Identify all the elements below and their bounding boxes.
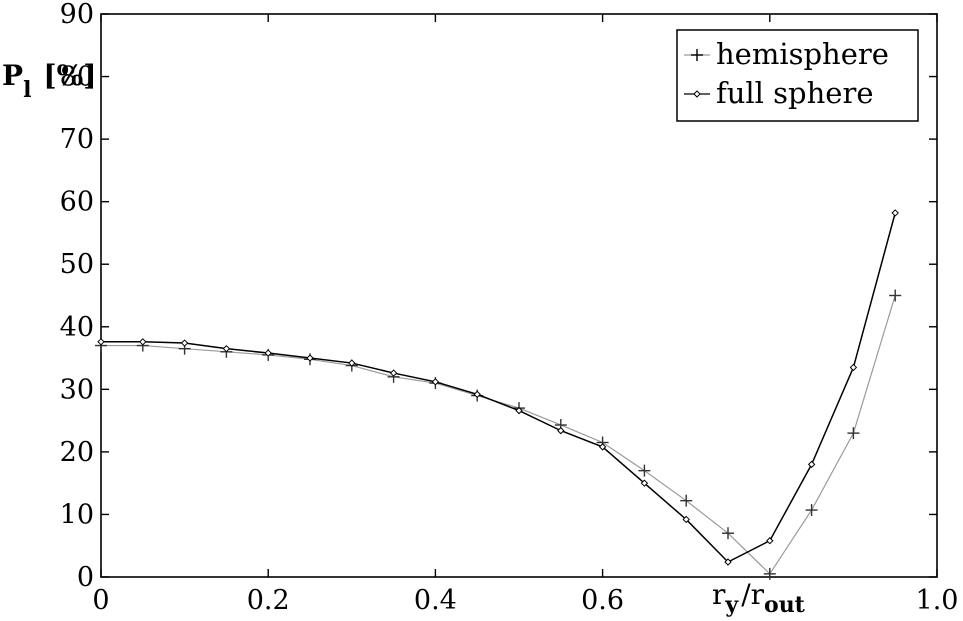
x-axis-label-slash: / <box>741 578 751 611</box>
x-axis-label: ry/rout <box>712 578 806 618</box>
series-full-sphere <box>97 209 899 566</box>
plus-marker <box>847 427 860 440</box>
diamond-marker <box>306 354 314 362</box>
diamond-marker <box>693 90 701 98</box>
diamond-marker <box>222 344 231 353</box>
x-axis-label-sub2: out <box>764 592 806 618</box>
y-tick-label: 50 <box>60 249 94 280</box>
y-tick-label: 0 <box>77 562 94 593</box>
legend-box <box>676 29 919 122</box>
diamond-marker <box>431 378 440 386</box>
x-axis-label-main2: r <box>751 578 765 611</box>
diamond-marker <box>640 479 649 487</box>
diamond-marker <box>891 209 899 217</box>
diamond-marker <box>807 460 816 469</box>
plus-marker <box>763 567 776 580</box>
diamond-marker <box>139 338 147 346</box>
plot-area-border <box>100 13 938 578</box>
y-axis-ticks: 0 10 20 30 40 50 60 70 80 90 <box>60 0 937 593</box>
x-axis-ticks: 0 0.2 0.4 0.6 1.0 <box>92 14 958 616</box>
diamond-marker <box>682 515 690 524</box>
plus-marker <box>889 289 902 302</box>
y-axis-label: Pl [%] <box>2 59 97 103</box>
diamond-marker <box>724 558 732 566</box>
x-tick-label: 0.2 <box>247 585 290 616</box>
y-tick-label: 20 <box>60 437 94 468</box>
y-tick-label: 30 <box>60 374 94 405</box>
diamond-marker <box>598 443 607 451</box>
y-tick-label: 90 <box>60 0 94 30</box>
diamond-marker <box>849 363 858 372</box>
plus-marker <box>722 527 734 540</box>
diamond-marker <box>348 359 356 367</box>
legend: hemisphere full sphere <box>676 29 919 122</box>
x-axis-label-main: r <box>712 578 726 611</box>
y-axis-label-sub: l <box>23 77 31 103</box>
x-tick-label: 0 <box>92 585 109 616</box>
diamond-marker <box>473 390 481 399</box>
plus-marker <box>691 49 703 61</box>
diamond-marker <box>97 338 105 346</box>
y-axis-label-unit: [%] <box>43 59 96 92</box>
diamond-marker <box>557 426 565 435</box>
diamond-marker <box>264 349 272 357</box>
legend-label-full-sphere: full sphere <box>716 76 874 110</box>
diamond-marker <box>766 537 774 545</box>
plus-marker <box>680 494 693 507</box>
y-tick-label: 70 <box>60 124 94 155</box>
x-tick-label: 0.4 <box>414 585 457 616</box>
diamond-marker <box>389 369 398 377</box>
x-tick-label: 1.0 <box>916 585 959 616</box>
plot-frame <box>100 13 938 578</box>
diamond-marker <box>180 339 189 347</box>
y-tick-label: 10 <box>60 499 94 530</box>
y-tick-label: 80 <box>60 62 94 93</box>
legend-diamond-icon <box>693 90 701 98</box>
x-axis-label-sub: y <box>724 592 739 618</box>
y-tick-label: 60 <box>60 187 94 218</box>
y-axis-label-main: P <box>2 59 23 92</box>
diamond-marker <box>515 406 523 415</box>
series-line <box>101 212 896 563</box>
y-tick-label: 40 <box>60 312 94 343</box>
legend-label-hemisphere: hemisphere <box>716 37 889 71</box>
plus-marker <box>805 504 818 517</box>
x-tick-label: 0.6 <box>581 585 624 616</box>
legend-plus-icon <box>691 49 703 61</box>
plus-marker <box>638 464 651 477</box>
series-layer <box>95 209 902 580</box>
